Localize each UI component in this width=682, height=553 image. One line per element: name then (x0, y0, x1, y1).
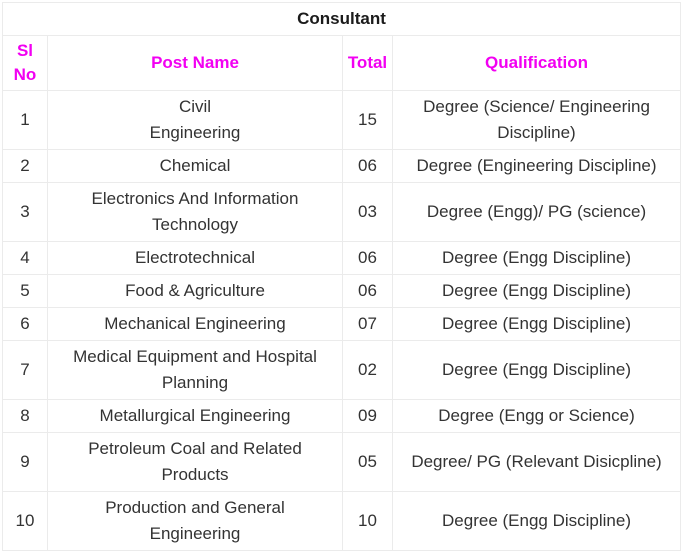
table-row: 4 Electrotechnical 06 Degree (Engg Disci… (2, 241, 682, 275)
post-name-cell: Medical Equipment and Hospital Planning (47, 340, 343, 400)
qualification-cell: Degree (Engg Discipline) (391, 274, 682, 308)
column-header-total: Total (342, 35, 393, 91)
table-row: 10 Production and General Engineering 10… (2, 491, 682, 551)
qualification-cell: Degree (Engg Discipline) (391, 340, 682, 400)
sl-no-cell: 2 (2, 149, 48, 183)
total-cell: 09 (342, 399, 393, 433)
total-cell: 10 (342, 491, 393, 551)
column-header-qualification: Qualification (391, 35, 682, 91)
sl-no-cell: 7 (2, 340, 48, 400)
post-name-cell: Electrotechnical (47, 241, 343, 275)
total-cell: 05 (342, 432, 393, 492)
table-title: Consultant (1, 2, 682, 36)
sl-no-cell: 8 (2, 399, 48, 433)
title-row: Consultant (1, 2, 682, 36)
table-row: 3 Electronics And Information Technology… (2, 182, 682, 242)
post-name-cell: Food & Agriculture (47, 274, 343, 308)
table-row: 7 Medical Equipment and Hospital Plannin… (2, 340, 682, 400)
total-cell: 15 (342, 90, 393, 150)
post-name-cell: Petroleum Coal and Related Products (47, 432, 343, 492)
qualification-cell: Degree (Engg Discipline) (391, 307, 682, 341)
column-header-sl-no: Sl No (2, 35, 48, 91)
sl-no-cell: 10 (2, 491, 48, 551)
table-row: 1 Civil Engineering 15 Degree (Science/ … (2, 90, 682, 150)
total-cell: 06 (342, 149, 393, 183)
total-cell: 07 (342, 307, 393, 341)
sl-no-cell: 4 (2, 241, 48, 275)
table-row: 2 Chemical 06 Degree (Engineering Discip… (2, 149, 682, 183)
qualification-cell: Degree (Engg)/ PG (science) (391, 182, 682, 242)
qualification-cell: Degree (Engg Discipline) (391, 491, 682, 551)
qualification-cell: Degree (Engineering Discipline) (391, 149, 682, 183)
sl-no-cell: 1 (2, 90, 48, 150)
post-name-cell: Electronics And Information Technology (47, 182, 343, 242)
total-cell: 02 (342, 340, 393, 400)
table-row: 5 Food & Agriculture 06 Degree (Engg Dis… (2, 274, 682, 308)
table-row: 9 Petroleum Coal and Related Products 05… (2, 432, 682, 492)
sl-no-cell: 9 (2, 432, 48, 492)
column-header-post-name: Post Name (47, 35, 343, 91)
post-name-cell: Chemical (47, 149, 343, 183)
qualification-cell: Degree (Engg or Science) (391, 399, 682, 433)
qualification-cell: Degree (Engg Discipline) (391, 241, 682, 275)
post-name-cell: Mechanical Engineering (47, 307, 343, 341)
total-cell: 06 (342, 241, 393, 275)
post-name-cell: Production and General Engineering (47, 491, 343, 551)
table-row: 6 Mechanical Engineering 07 Degree (Engg… (2, 307, 682, 341)
qualification-cell: Degree (Science/ Engineering Discipline) (391, 90, 682, 150)
post-name-cell: Metallurgical Engineering (47, 399, 343, 433)
sl-no-cell: 3 (2, 182, 48, 242)
post-name-cell: Civil Engineering (47, 90, 343, 150)
total-cell: 06 (342, 274, 393, 308)
table-row: 8 Metallurgical Engineering 09 Degree (E… (2, 399, 682, 433)
sl-no-cell: 5 (2, 274, 48, 308)
sl-no-cell: 6 (2, 307, 48, 341)
column-header-row: Sl No Post Name Total Qualification (2, 35, 682, 91)
qualification-cell: Degree/ PG (Relevant Disicpline) (391, 432, 682, 492)
total-cell: 03 (342, 182, 393, 242)
